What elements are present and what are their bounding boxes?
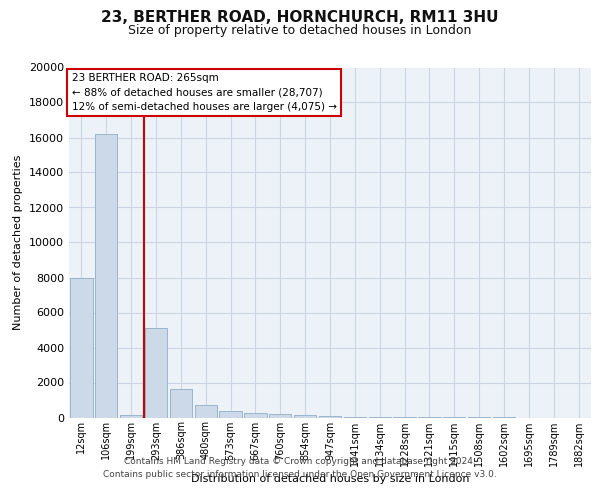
Bar [70, 278, 92, 418]
Bar [170, 388, 192, 418]
Bar [344, 417, 366, 418]
Bar [220, 411, 242, 418]
Bar [194, 405, 217, 417]
Bar [95, 134, 118, 418]
Bar [145, 328, 167, 418]
Bar [244, 412, 266, 418]
Text: Contains HM Land Registry data © Crown copyright and database right 2024.: Contains HM Land Registry data © Crown c… [124, 458, 476, 466]
Text: 23 BERTHER ROAD: 265sqm
← 88% of detached houses are smaller (28,707)
12% of sem: 23 BERTHER ROAD: 265sqm ← 88% of detache… [71, 72, 337, 112]
Text: 23, BERTHER ROAD, HORNCHURCH, RM11 3HU: 23, BERTHER ROAD, HORNCHURCH, RM11 3HU [101, 10, 499, 25]
Y-axis label: Number of detached properties: Number of detached properties [13, 155, 23, 330]
Text: Size of property relative to detached houses in London: Size of property relative to detached ho… [128, 24, 472, 37]
Bar [294, 416, 316, 418]
X-axis label: Distribution of detached houses by size in London: Distribution of detached houses by size … [191, 474, 469, 484]
Bar [120, 416, 142, 418]
Bar [269, 414, 292, 418]
Text: Contains public sector information licensed under the Open Government Licence v3: Contains public sector information licen… [103, 470, 497, 479]
Bar [319, 416, 341, 418]
